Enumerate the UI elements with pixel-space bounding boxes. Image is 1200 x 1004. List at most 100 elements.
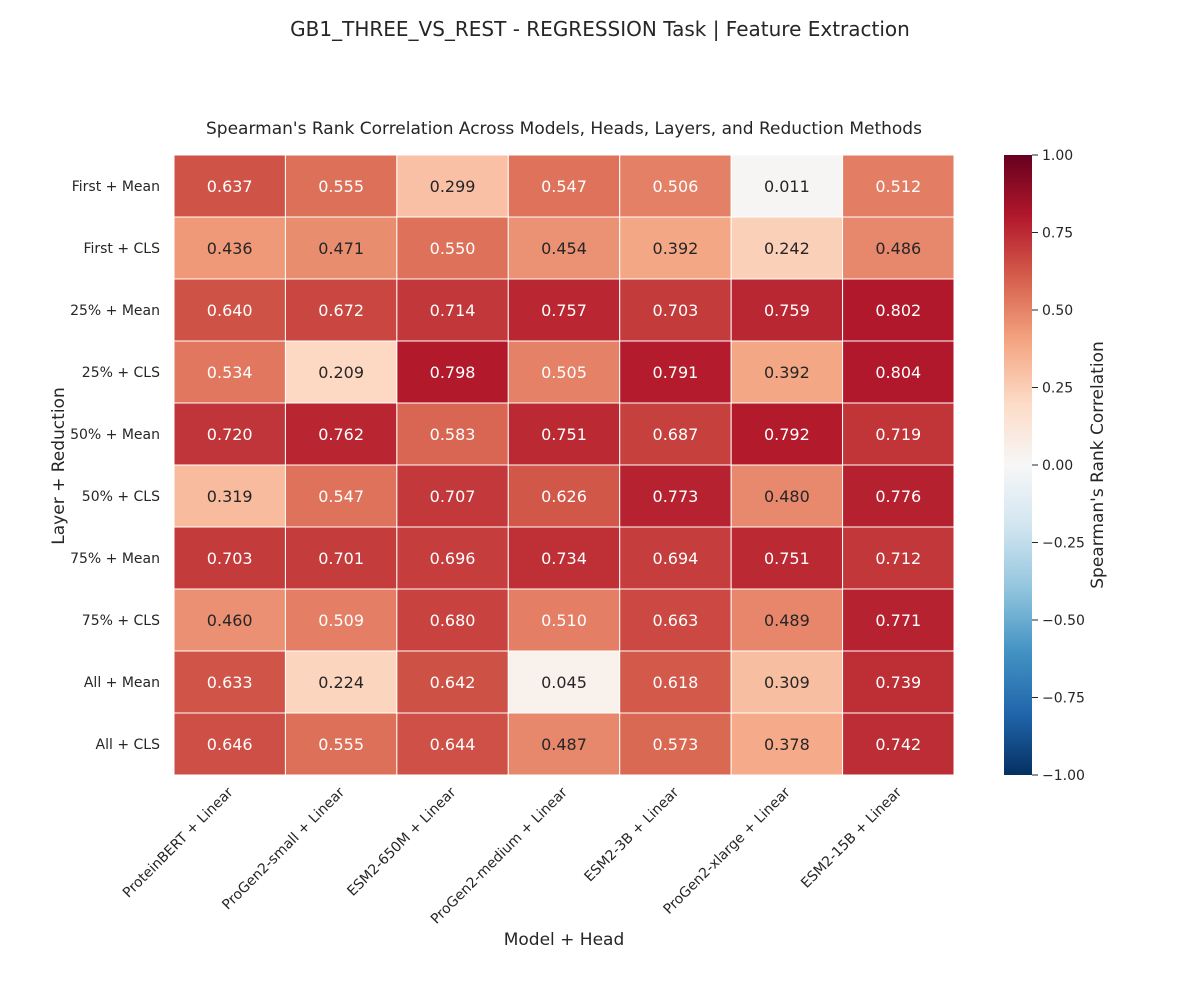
cell-value-label: 0.534 [207,363,253,382]
cell-value-label: 0.555 [318,177,364,196]
cell-value-label: 0.776 [875,487,921,506]
y-tick-label: First + Mean [72,179,160,195]
heatmap-cell [396,216,509,280]
y-tick-label: 25% + Mean [70,303,160,319]
heatmap-cell [842,340,955,404]
cell-value-label: 0.792 [764,425,810,444]
cell-value-label: 0.471 [318,239,364,258]
colorbar-tick-label: −0.75 [1042,691,1085,707]
cell-value-label: 0.547 [541,177,587,196]
y-tick-label: 75% + Mean [70,551,160,567]
cell-value-label: 0.663 [653,611,699,630]
x-tick-label: ESM2-650M + Linear [344,784,459,899]
cell-value-label: 0.642 [430,673,476,692]
cell-value-label: 0.757 [541,301,587,320]
heatmap-cell [284,340,398,404]
cell-value-label: 0.640 [207,301,253,320]
heatmap-cell [284,588,398,652]
cell-value-label: 0.742 [875,735,921,754]
cell-value-label: 0.319 [207,487,253,506]
cell-value-label: 0.759 [764,301,810,320]
colorbar-tick-label: 0.25 [1042,381,1073,397]
cell-value-label: 0.694 [653,549,699,568]
cell-value-label: 0.751 [764,549,810,568]
heatmap-cell [619,526,732,590]
cell-value-label: 0.633 [207,673,253,692]
heatmap-cell [396,650,509,714]
cell-value-label: 0.703 [653,301,699,320]
figure-suptitle: GB1_THREE_VS_REST - REGRESSION Task | Fe… [290,17,910,41]
heatmap-cell [396,154,509,218]
y-tick-label: First + CLS [83,241,160,257]
cell-value-label: 0.714 [430,301,476,320]
x-axis-label: Model + Head [504,930,625,950]
cell-value-label: 0.687 [653,425,699,444]
heatmap-cell [730,278,844,342]
heatmap-cell [507,526,621,590]
cell-value-label: 0.209 [318,363,364,382]
cell-value-label: 0.762 [318,425,364,444]
heatmap-cell [507,154,621,218]
cell-value-label: 0.392 [764,363,810,382]
x-tick-label: ProGen2-small + Linear [219,784,348,913]
cell-value-label: 0.798 [430,363,476,382]
colorbar-tick-label: 1.00 [1042,148,1073,164]
colorbar-tick-label: 0.75 [1042,226,1073,242]
heatmap-cell [396,464,509,528]
cell-value-label: 0.739 [875,673,921,692]
cell-value-label: 0.583 [430,425,476,444]
heatmap-cell [173,216,286,280]
heatmap-cell [396,402,509,466]
cell-value-label: 0.480 [764,487,810,506]
heatmap-cell [173,340,286,404]
cell-value-label: 0.454 [541,239,587,258]
x-tick-label: ProGen2-xlarge + Linear [660,784,793,917]
heatmap-cell [619,588,732,652]
cell-value-label: 0.672 [318,301,364,320]
cell-value-label: 0.555 [318,735,364,754]
cell-value-label: 0.734 [541,549,587,568]
heatmap-cell [284,464,398,528]
heatmap-cell [730,588,844,652]
heatmap-cell [173,402,286,466]
cell-value-label: 0.309 [764,673,810,692]
heatmap-cell [507,464,621,528]
colorbar-label: Spearman's Rank Correlation [1088,341,1108,588]
colorbar-tick-label: −1.00 [1042,768,1085,784]
cell-value-label: 0.378 [764,735,810,754]
cell-value-label: 0.626 [541,487,587,506]
cell-value-label: 0.489 [764,611,810,630]
heatmap-cell [730,340,844,404]
heatmap-cell [730,526,844,590]
heatmap-cell [507,588,621,652]
cell-value-label: 0.436 [207,239,253,258]
heatmap-cell [619,464,732,528]
colorbar-gradient [1004,155,1032,775]
cell-value-label: 0.802 [875,301,921,320]
heatmap-cell [619,712,732,776]
cell-value-label: 0.701 [318,549,364,568]
heatmap-cell [173,712,286,776]
heatmap-cells: 0.637 0.555 0.299 0.547 0.506 0.011 0.512 0.436… [173,154,955,776]
cell-value-label: 0.550 [430,239,476,258]
cell-value-label: 0.224 [318,673,364,692]
heatmap-cell [842,402,955,466]
heatmap-cell [507,340,621,404]
cell-value-label: 0.460 [207,611,253,630]
cell-value-label: 0.804 [875,363,921,382]
cell-value-label: 0.487 [541,735,587,754]
y-tick-label: All + Mean [84,675,160,691]
cell-value-label: 0.392 [653,239,699,258]
heatmap-cell [507,712,621,776]
x-tick-label: ESM2-3B + Linear [582,784,683,885]
chart-title: Spearman's Rank Correlation Across Model… [206,119,922,139]
cell-value-label: 0.719 [875,425,921,444]
cell-value-label: 0.680 [430,611,476,630]
cell-value-label: 0.703 [207,549,253,568]
cell-value-label: 0.510 [541,611,587,630]
cell-value-label: 0.720 [207,425,253,444]
x-tick-label: ProteinBERT + Linear [120,784,237,901]
heatmap-cell [619,216,732,280]
heatmap-cell [842,278,955,342]
